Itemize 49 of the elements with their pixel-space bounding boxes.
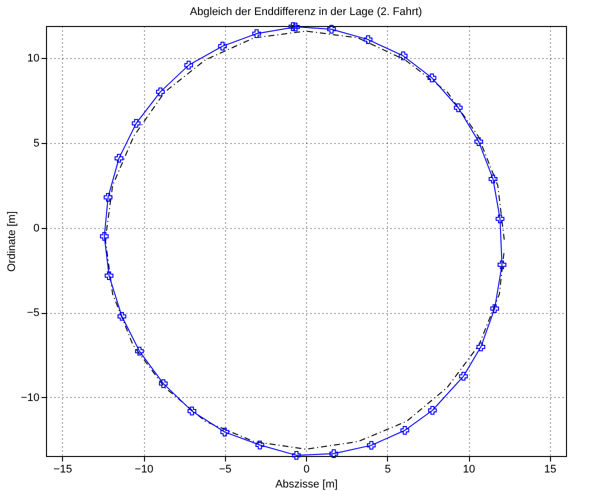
point bbox=[490, 304, 500, 313]
x-tick-label: 5 bbox=[384, 464, 391, 476]
point bbox=[327, 24, 336, 34]
point bbox=[474, 137, 484, 146]
point bbox=[114, 154, 124, 163]
point bbox=[496, 214, 504, 224]
point bbox=[118, 312, 126, 321]
point bbox=[104, 271, 114, 280]
point bbox=[132, 118, 141, 128]
point bbox=[366, 440, 376, 450]
y-tick-label: 0 bbox=[33, 222, 40, 234]
chart-title: Abgleich der Enddifferenz in der Lage (2. Fahrt) bbox=[190, 6, 422, 18]
point bbox=[400, 426, 410, 435]
y-tick-label: −10 bbox=[20, 392, 40, 404]
point bbox=[428, 74, 436, 82]
point bbox=[104, 192, 112, 202]
point bbox=[459, 372, 468, 381]
point bbox=[156, 87, 165, 96]
point bbox=[488, 174, 498, 184]
x-tick-label: −5 bbox=[218, 464, 232, 476]
y-tick-label: −5 bbox=[26, 307, 40, 320]
point bbox=[398, 51, 408, 60]
point bbox=[288, 22, 298, 32]
x-tick-label: −10 bbox=[134, 464, 154, 476]
point bbox=[292, 450, 301, 460]
point bbox=[158, 379, 168, 388]
point bbox=[428, 406, 437, 415]
point bbox=[188, 406, 196, 416]
point bbox=[498, 260, 506, 270]
point bbox=[291, 22, 300, 32]
y-tick-label: 10 bbox=[27, 52, 40, 65]
y-axis-title: Ordinate [m] bbox=[6, 211, 18, 272]
point bbox=[135, 346, 144, 356]
point bbox=[220, 428, 230, 436]
point bbox=[218, 42, 227, 51]
point bbox=[255, 440, 264, 450]
y-tick-label: 5 bbox=[33, 138, 40, 150]
x-tick-label: 15 bbox=[544, 464, 556, 476]
point bbox=[454, 103, 463, 112]
point bbox=[476, 342, 486, 352]
point bbox=[364, 35, 372, 44]
point bbox=[184, 60, 194, 70]
x-axis-title: Abszisse [m] bbox=[275, 478, 338, 490]
point bbox=[252, 29, 261, 38]
point bbox=[100, 232, 109, 241]
x-tick-label: 0 bbox=[303, 464, 310, 476]
point bbox=[329, 449, 338, 458]
x-tick-label: 10 bbox=[462, 464, 476, 476]
x-tick-label: −15 bbox=[53, 464, 72, 476]
